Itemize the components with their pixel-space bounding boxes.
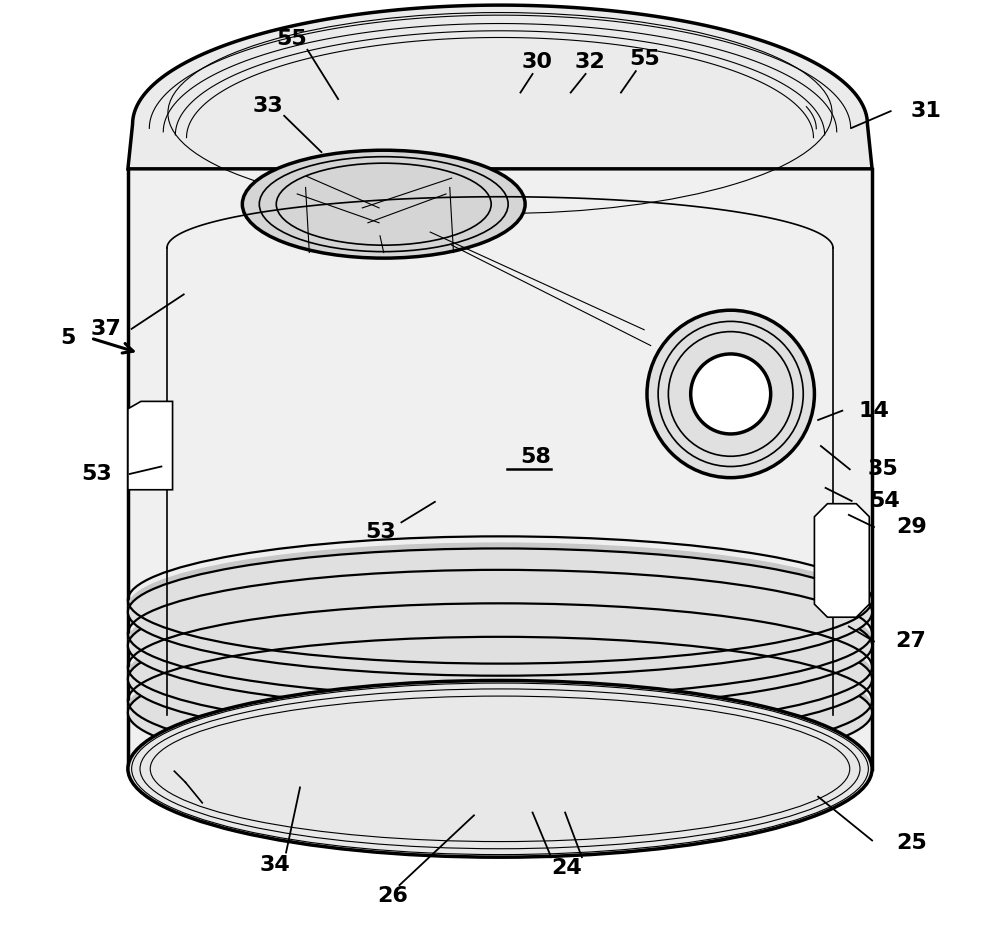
- Text: 5: 5: [61, 328, 76, 348]
- Ellipse shape: [128, 643, 872, 770]
- Text: 37: 37: [90, 319, 121, 339]
- Text: 34: 34: [260, 855, 290, 874]
- Polygon shape: [128, 401, 173, 490]
- Ellipse shape: [128, 649, 872, 776]
- Text: 53: 53: [366, 522, 396, 542]
- Ellipse shape: [128, 616, 872, 743]
- Polygon shape: [814, 504, 869, 618]
- Text: 27: 27: [896, 632, 927, 651]
- Ellipse shape: [242, 150, 525, 258]
- Text: 54: 54: [870, 491, 900, 511]
- Ellipse shape: [128, 609, 872, 737]
- Polygon shape: [128, 169, 872, 769]
- Text: 53: 53: [81, 464, 112, 484]
- Text: 29: 29: [896, 517, 927, 537]
- Text: 58: 58: [520, 447, 551, 467]
- Ellipse shape: [128, 576, 872, 703]
- Circle shape: [647, 311, 814, 478]
- Text: 55: 55: [630, 49, 660, 69]
- Text: 35: 35: [868, 459, 899, 480]
- Text: 32: 32: [575, 52, 606, 72]
- Ellipse shape: [128, 549, 872, 675]
- Polygon shape: [128, 5, 872, 169]
- Text: 24: 24: [552, 858, 582, 878]
- Ellipse shape: [128, 582, 872, 709]
- Text: 25: 25: [896, 833, 927, 854]
- Text: 26: 26: [378, 886, 408, 906]
- Text: 55: 55: [276, 29, 307, 49]
- Ellipse shape: [128, 542, 872, 670]
- Text: 31: 31: [911, 101, 941, 121]
- Circle shape: [691, 354, 771, 434]
- Text: 14: 14: [859, 400, 889, 421]
- Ellipse shape: [128, 680, 872, 857]
- Text: 33: 33: [252, 95, 283, 116]
- Text: 30: 30: [522, 52, 553, 72]
